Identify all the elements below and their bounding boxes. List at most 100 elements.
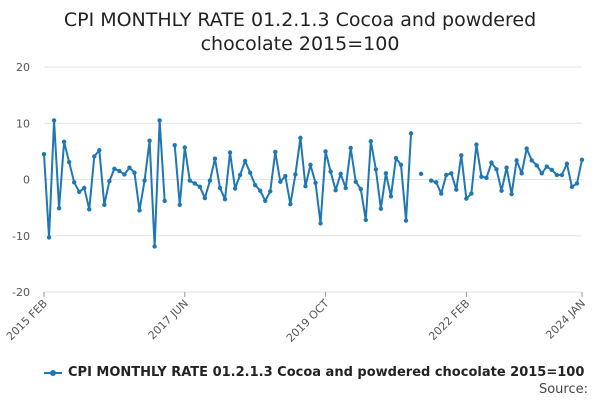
data-point[interactable] (343, 185, 348, 191)
data-point[interactable] (383, 171, 389, 176)
data-point[interactable] (464, 196, 469, 201)
data-point[interactable] (197, 184, 203, 190)
data-point[interactable] (71, 180, 77, 185)
data-point[interactable] (268, 189, 273, 194)
data-point[interactable] (308, 162, 313, 168)
data-point[interactable] (147, 138, 152, 143)
data-point[interactable] (172, 142, 177, 148)
data-point[interactable] (56, 205, 62, 211)
data-point[interactable] (363, 217, 368, 223)
data-point[interactable] (112, 166, 117, 172)
data-point[interactable] (504, 165, 509, 170)
data-point[interactable] (207, 178, 213, 183)
data-point[interactable] (378, 206, 384, 211)
data-point[interactable] (177, 202, 182, 208)
data-point[interactable] (479, 174, 484, 179)
data-point[interactable] (549, 167, 555, 173)
data-point[interactable] (283, 173, 288, 179)
data-point[interactable] (433, 180, 439, 185)
data-point[interactable] (408, 131, 414, 136)
data-point[interactable] (107, 178, 112, 184)
data-point[interactable] (579, 157, 585, 163)
data-point[interactable] (333, 187, 338, 193)
data-point[interactable] (474, 142, 479, 147)
data-point[interactable] (428, 178, 434, 183)
data-point[interactable] (66, 159, 72, 165)
data-point[interactable] (258, 188, 263, 193)
data-point[interactable] (368, 139, 374, 144)
data-point[interactable] (242, 158, 248, 164)
data-point[interactable] (232, 186, 238, 191)
data-point[interactable] (247, 170, 253, 175)
data-point[interactable] (509, 191, 514, 197)
data-point[interactable] (217, 185, 223, 191)
data-point[interactable] (499, 188, 504, 193)
data-point[interactable] (454, 187, 459, 192)
legend[interactable]: CPI MONTHLY RATE 01.2.1.3 Cocoa and powd… (44, 365, 584, 380)
data-point[interactable] (132, 170, 137, 175)
data-point[interactable] (559, 172, 565, 178)
data-point[interactable] (348, 145, 353, 151)
data-point[interactable] (293, 172, 298, 177)
data-point[interactable] (539, 171, 544, 176)
data-point[interactable] (122, 172, 127, 177)
data-point[interactable] (554, 172, 560, 178)
data-point[interactable] (353, 179, 358, 184)
data-point[interactable] (298, 135, 303, 141)
data-point[interactable] (544, 164, 550, 169)
data-point[interactable] (152, 244, 157, 249)
data-point[interactable] (212, 156, 218, 161)
data-point[interactable] (534, 163, 539, 168)
data-point[interactable] (303, 184, 308, 189)
data-point[interactable] (102, 202, 107, 208)
data-point[interactable] (318, 221, 323, 226)
data-point[interactable] (288, 202, 293, 207)
data-point[interactable] (358, 186, 363, 192)
data-point[interactable] (444, 172, 449, 178)
data-point[interactable] (328, 169, 333, 174)
data-point[interactable] (338, 171, 343, 177)
data-point[interactable] (97, 148, 102, 153)
data-point[interactable] (519, 171, 524, 176)
data-point[interactable] (82, 185, 87, 191)
data-point[interactable] (373, 167, 379, 172)
data-point[interactable] (46, 235, 52, 240)
data-point[interactable] (117, 168, 122, 174)
data-point[interactable] (142, 178, 147, 183)
data-point[interactable] (398, 162, 404, 168)
data-point[interactable] (564, 161, 570, 166)
data-point[interactable] (489, 160, 494, 165)
data-point[interactable] (449, 171, 454, 176)
data-point[interactable] (252, 182, 258, 188)
data-point[interactable] (92, 154, 97, 159)
data-point[interactable] (263, 198, 268, 204)
data-point[interactable] (494, 167, 499, 172)
data-point[interactable] (313, 180, 318, 186)
data-point[interactable] (574, 181, 580, 186)
data-point[interactable] (278, 179, 283, 184)
data-point[interactable] (227, 150, 233, 155)
data-point[interactable] (418, 171, 424, 177)
data-point[interactable] (61, 139, 67, 145)
data-point[interactable] (87, 207, 92, 212)
data-point[interactable] (237, 172, 243, 178)
data-point[interactable] (514, 158, 519, 163)
data-point[interactable] (192, 181, 198, 186)
data-point[interactable] (524, 146, 529, 151)
data-point[interactable] (388, 194, 394, 199)
data-point[interactable] (439, 191, 444, 196)
data-point[interactable] (162, 198, 167, 204)
data-point[interactable] (569, 184, 575, 190)
data-point[interactable] (187, 178, 193, 183)
data-point[interactable] (127, 165, 132, 170)
data-point[interactable] (323, 149, 328, 154)
data-point[interactable] (469, 191, 474, 196)
data-point[interactable] (393, 155, 399, 161)
data-point[interactable] (51, 118, 57, 123)
data-point[interactable] (182, 145, 187, 150)
data-point[interactable] (76, 189, 82, 195)
data-point[interactable] (137, 208, 142, 213)
data-point[interactable] (41, 151, 47, 157)
data-point[interactable] (273, 149, 278, 155)
data-point[interactable] (222, 196, 228, 202)
